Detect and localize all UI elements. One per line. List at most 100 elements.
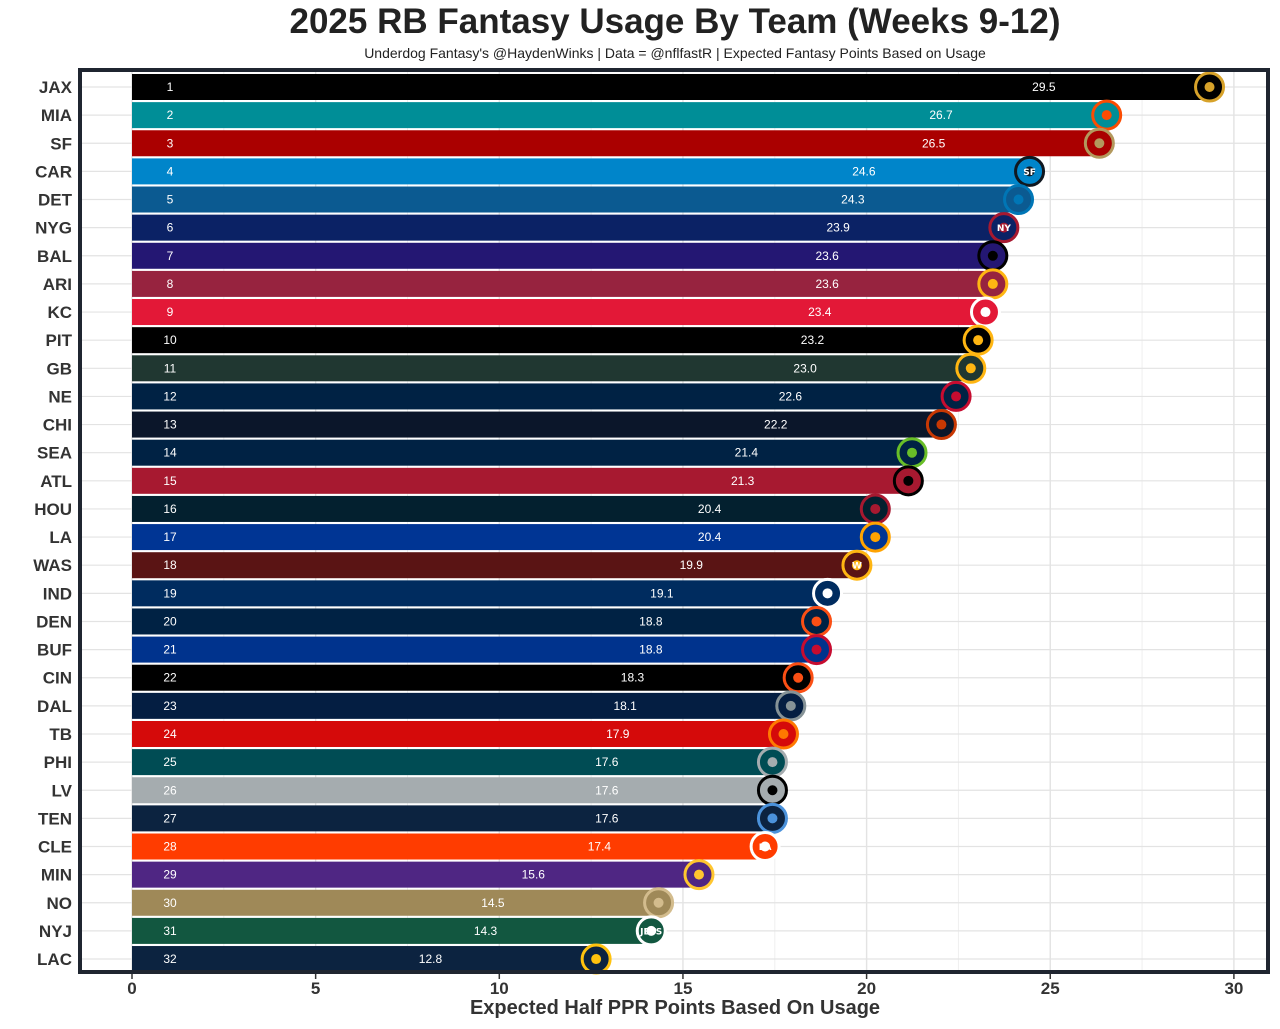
- team-label: SEA: [37, 444, 72, 463]
- commanders-icon: W: [841, 549, 873, 581]
- falcons-icon: [892, 465, 924, 497]
- rank-label: 5: [167, 193, 174, 207]
- rank-label: 12: [163, 389, 177, 403]
- colts-icon: [812, 577, 844, 609]
- broncos-icon: [801, 605, 833, 637]
- value-label: 22.6: [779, 389, 803, 403]
- chart-subtitle: Underdog Fantasy's @HaydenWinks | Data =…: [364, 45, 986, 61]
- rank-label: 9: [167, 305, 174, 319]
- team-label: TEN: [38, 809, 72, 828]
- value-label: 14.3: [474, 924, 498, 938]
- team-label: LAC: [37, 950, 72, 969]
- jaguars-icon: [1194, 71, 1226, 103]
- 49ers-icon: [1083, 127, 1115, 159]
- team-label: TB: [49, 725, 72, 744]
- value-label: 21.3: [731, 474, 755, 488]
- texans-icon: [859, 493, 891, 525]
- bar: [132, 158, 1036, 185]
- value-label: 20.4: [698, 530, 722, 544]
- value-label: 15.6: [522, 868, 546, 882]
- team-label: NYJ: [39, 922, 72, 941]
- steelers-icon: [962, 324, 994, 356]
- bar: [132, 102, 1113, 129]
- bar: [132, 580, 834, 607]
- value-label: 18.8: [639, 643, 663, 657]
- patriots-icon: [940, 380, 972, 412]
- bar: [132, 917, 658, 944]
- team-label: MIA: [41, 106, 72, 125]
- bears-icon: [925, 409, 957, 441]
- team-label: LA: [49, 528, 72, 547]
- bar: [132, 636, 823, 663]
- rank-label: 8: [167, 277, 174, 291]
- team-label: BUF: [37, 641, 72, 660]
- rank-label: 26: [163, 783, 177, 797]
- bar: [132, 861, 705, 888]
- browns-icon: LA: [749, 831, 781, 863]
- bengals-icon: [782, 662, 814, 694]
- bar: [132, 411, 948, 438]
- rams-icon: [859, 521, 891, 553]
- ravens-icon: [977, 240, 1009, 272]
- x-tick-label: 25: [1041, 979, 1060, 998]
- titans-icon: [756, 802, 788, 834]
- panthers-icon: SF: [1014, 155, 1046, 187]
- bar: [132, 552, 863, 579]
- rank-label: 23: [163, 699, 177, 713]
- value-label: 29.5: [1032, 80, 1056, 94]
- plot-frame: [78, 68, 1270, 974]
- chiefs-icon: [969, 296, 1001, 328]
- team-label: IND: [43, 584, 72, 603]
- rank-label: 17: [163, 530, 177, 544]
- bar: [132, 327, 985, 354]
- eagles-icon: [756, 746, 788, 778]
- team-label: ARI: [43, 275, 72, 294]
- value-label: 18.1: [613, 699, 637, 713]
- giants-icon: NY: [988, 212, 1020, 244]
- x-tick-label: 10: [490, 979, 509, 998]
- rank-label: 32: [163, 952, 177, 966]
- value-label: 24.6: [852, 164, 876, 178]
- bar: [132, 692, 797, 719]
- rank-label: 27: [163, 811, 177, 825]
- value-label: 21.4: [735, 446, 759, 460]
- value-label: 23.9: [826, 221, 850, 235]
- value-label: 14.5: [481, 896, 505, 910]
- team-label: LV: [52, 781, 73, 800]
- team-label: CLE: [38, 838, 72, 857]
- team-label: ATL: [40, 472, 72, 491]
- x-tick-label: 5: [311, 979, 320, 998]
- x-tick-label: 15: [673, 979, 692, 998]
- rank-label: 18: [163, 558, 177, 572]
- team-label: SF: [50, 134, 72, 153]
- chart-title: 2025 RB Fantasy Usage By Team (Weeks 9-1…: [289, 2, 1061, 41]
- team-label: MIN: [41, 866, 72, 885]
- rank-label: 28: [163, 840, 177, 854]
- value-label: 26.5: [922, 136, 946, 150]
- value-label: 18.8: [639, 614, 663, 628]
- team-label: JAX: [39, 78, 73, 97]
- team-label: PHI: [44, 753, 72, 772]
- value-label: 23.6: [815, 249, 839, 263]
- rank-label: 10: [163, 333, 177, 347]
- dolphins-icon: [1091, 99, 1123, 131]
- rank-label: 2: [167, 108, 174, 122]
- team-label: DAL: [37, 697, 72, 716]
- team-label: CIN: [43, 669, 72, 688]
- rank-label: 29: [163, 868, 177, 882]
- rank-label: 4: [167, 164, 174, 178]
- bar: [132, 805, 779, 832]
- rank-label: 7: [167, 249, 174, 263]
- bar: [132, 664, 805, 691]
- vikings-icon: [683, 859, 715, 891]
- rank-label: 6: [167, 221, 174, 235]
- value-label: 23.2: [801, 333, 825, 347]
- x-axis-ticks: 0 5 10 15 20 25 30: [127, 974, 1243, 998]
- bar: [132, 355, 977, 382]
- rank-label: 24: [163, 727, 177, 741]
- team-label: HOU: [34, 500, 72, 519]
- buccaneers-icon: [767, 718, 799, 750]
- team-label: DET: [38, 191, 73, 210]
- rank-label: 13: [163, 418, 177, 432]
- rank-label: 1: [167, 80, 174, 94]
